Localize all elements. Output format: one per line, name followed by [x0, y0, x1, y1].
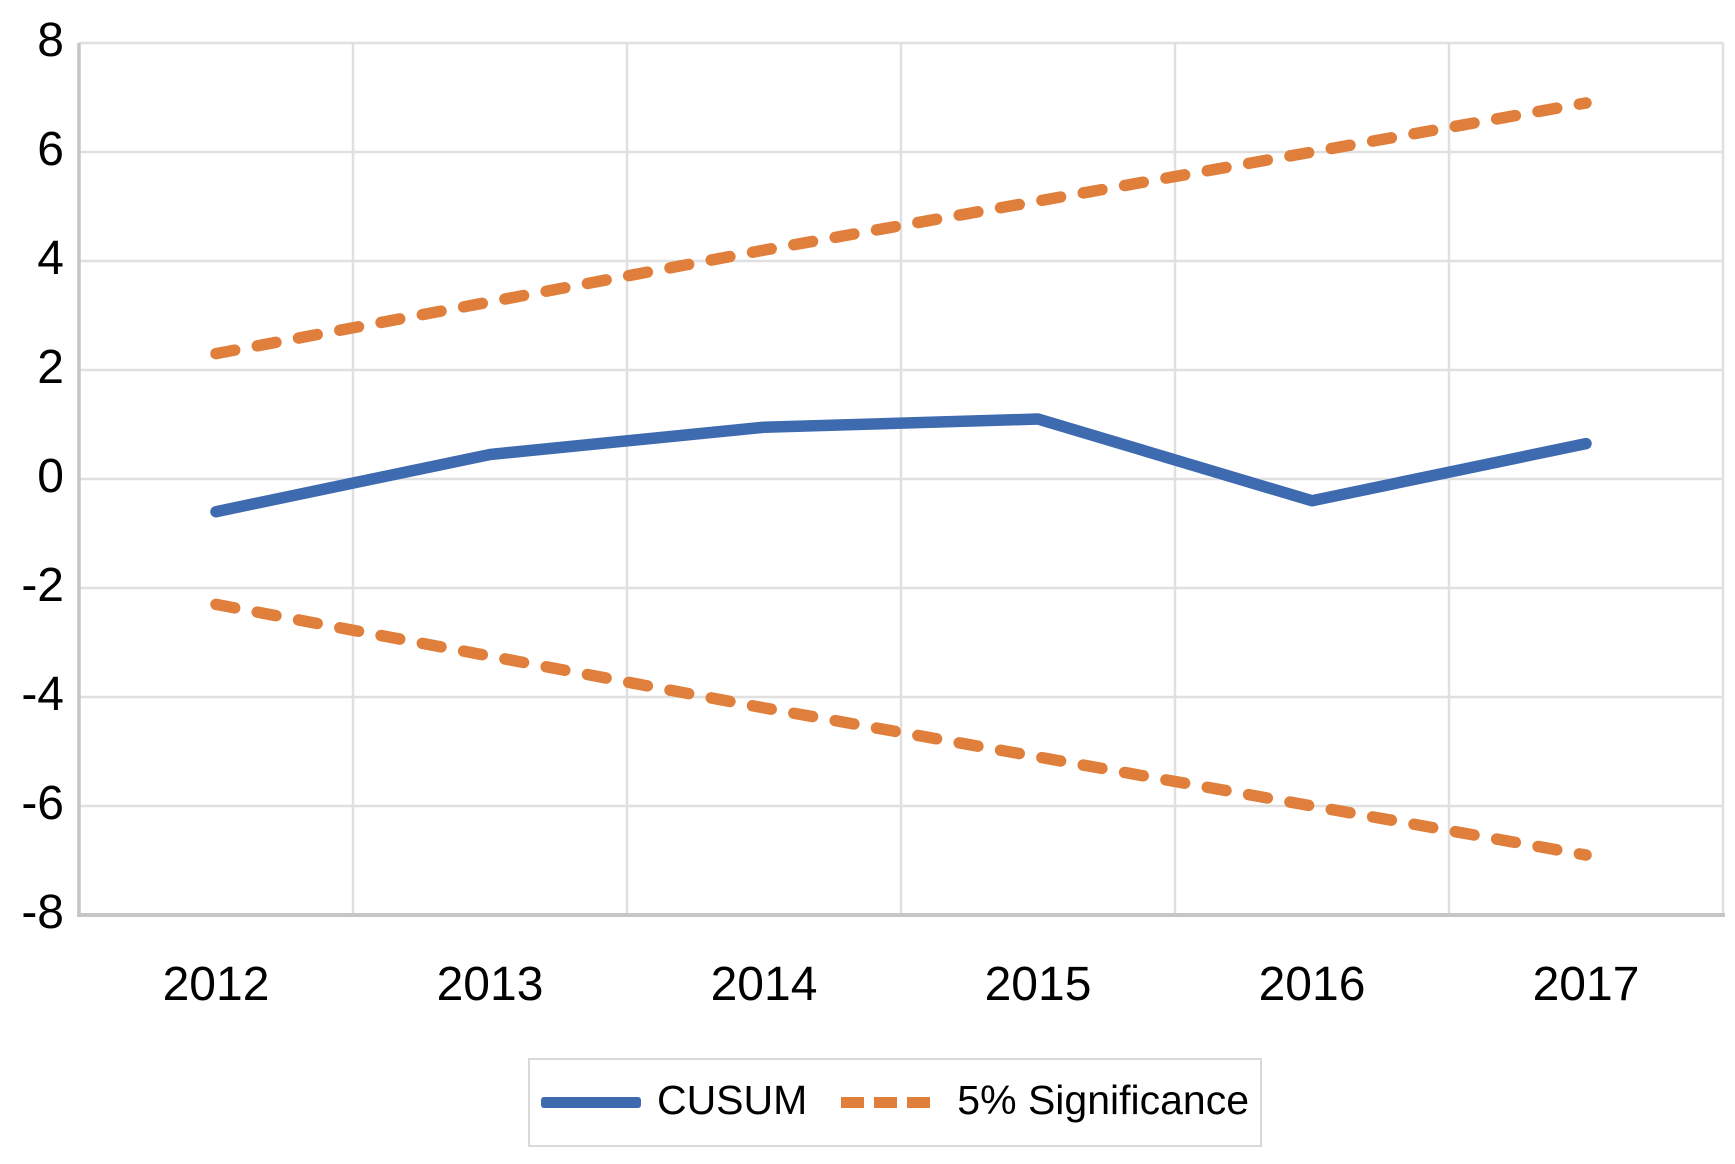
y-axis-tick-label: -8	[21, 886, 64, 939]
x-axis-tick-label: 2012	[163, 958, 270, 1011]
significance-upper-line	[210, 97, 1592, 360]
legend-label-cusum: CUSUM	[656, 1077, 808, 1123]
y-axis-tick-label: 2	[37, 341, 64, 394]
y-axis-tick-label: -2	[21, 559, 64, 612]
x-axis-tick-label: 2017	[1533, 958, 1640, 1011]
y-axis-tick-label: 8	[37, 14, 64, 67]
significance-dashed-line-swatch-icon	[841, 1097, 938, 1108]
y-axis-tick-label: 0	[37, 450, 64, 503]
x-axis-tick-label: 2016	[1259, 958, 1366, 1011]
y-axis-tick-label: 6	[37, 123, 64, 176]
cusum-line	[210, 413, 1592, 518]
legend-label-significance: 5% Significance	[957, 1077, 1250, 1123]
x-axis-tick-label: 2014	[711, 958, 818, 1011]
cusum-line-swatch-icon	[540, 1097, 641, 1108]
y-axis-tick-label: -6	[21, 777, 64, 830]
x-axis-tick-label: 2015	[985, 958, 1092, 1011]
y-axis-tick-label: 4	[37, 232, 64, 285]
legend: CUSUM 5% Significance	[528, 1058, 1262, 1147]
y-axis-tick-label: -4	[21, 668, 64, 721]
significance-lower-line	[210, 598, 1592, 861]
x-axis-tick-label: 2013	[437, 958, 544, 1011]
